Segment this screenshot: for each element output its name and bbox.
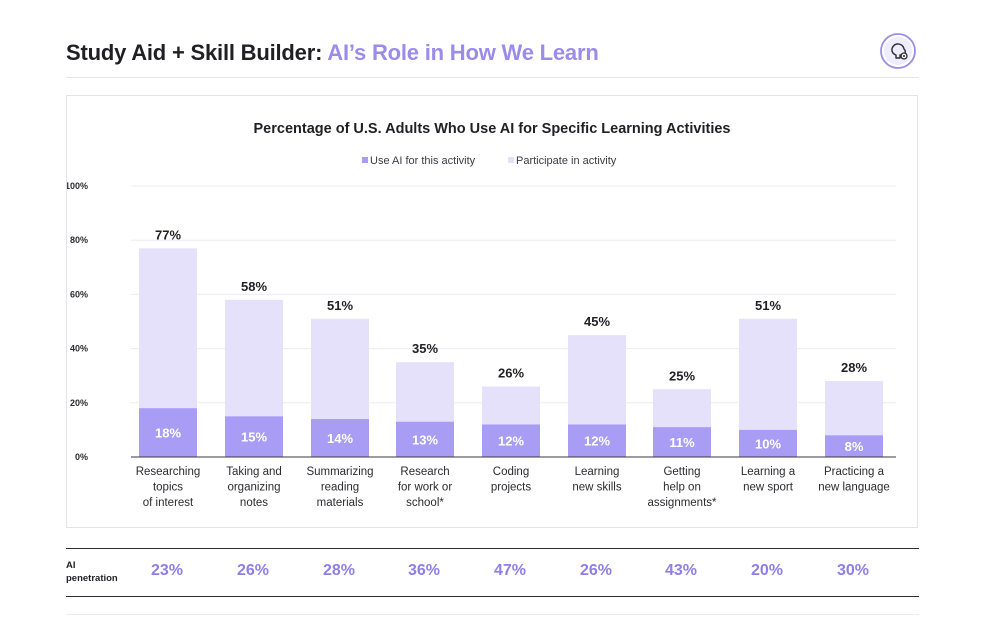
bar-use-ai bbox=[225, 416, 283, 457]
penetration-value: 23% bbox=[150, 562, 184, 579]
participate-value-label: 77% bbox=[155, 227, 181, 242]
y-tick-label: 80% bbox=[70, 235, 88, 245]
penetration-label-line1: AI bbox=[66, 560, 76, 571]
title-main: Study Aid + Skill Builder: bbox=[66, 40, 328, 65]
title-accent: AI’s Role in How We Learn bbox=[327, 40, 599, 65]
penetration-value: 28% bbox=[322, 562, 356, 579]
participate-value-label: 51% bbox=[327, 298, 353, 313]
penetration-value: 30% bbox=[836, 562, 870, 579]
x-category-label: Researching bbox=[136, 466, 201, 478]
use-ai-value-label: 12% bbox=[584, 434, 610, 449]
bar-chart: Percentage of U.S. Adults Who Use AI for… bbox=[67, 121, 896, 509]
bar-use-ai bbox=[482, 424, 540, 457]
use-ai-value-label: 18% bbox=[155, 426, 181, 441]
x-category-label: new skills bbox=[572, 482, 621, 494]
use-ai-value-label: 11% bbox=[669, 435, 695, 450]
x-category-label: new sport bbox=[743, 482, 794, 494]
bar-use-ai bbox=[396, 421, 454, 457]
use-ai-value-label: 15% bbox=[241, 430, 267, 445]
penetration-rule-top bbox=[66, 548, 919, 549]
x-category-label: Research bbox=[400, 466, 449, 478]
bar-use-ai bbox=[653, 427, 711, 457]
x-category-label: for work or bbox=[398, 482, 452, 494]
x-category-label: Coding bbox=[493, 466, 529, 478]
x-category-label: Learning a bbox=[741, 466, 796, 478]
chart-card: Percentage of U.S. Adults Who Use AI for… bbox=[66, 95, 918, 528]
bar-use-ai bbox=[311, 419, 369, 457]
x-category-label: new language bbox=[818, 482, 890, 494]
penetration-value: 26% bbox=[579, 562, 613, 579]
y-tick-label: 100% bbox=[67, 181, 88, 191]
x-category-label: topics bbox=[153, 482, 183, 494]
footer-divider bbox=[66, 614, 919, 615]
x-category-label: help on bbox=[663, 482, 701, 494]
x-category-label: assignments* bbox=[647, 497, 717, 509]
bar-use-ai bbox=[139, 408, 197, 457]
legend-label-1: Use AI for this activity bbox=[370, 155, 476, 167]
penetration-row: 23% 26% 28% 36% 47% 26% 43% 20% 30% bbox=[0, 562, 982, 586]
penetration-label-line2: penetration bbox=[66, 573, 118, 584]
x-category-label: reading bbox=[321, 482, 359, 494]
x-category-label: projects bbox=[491, 482, 532, 494]
use-ai-value-label: 8% bbox=[845, 439, 864, 454]
y-tick-label: 0% bbox=[75, 452, 88, 462]
participate-value-label: 51% bbox=[755, 298, 781, 313]
x-category-label: Taking and bbox=[226, 466, 282, 478]
bar-use-ai bbox=[739, 429, 797, 457]
penetration-value: 43% bbox=[664, 562, 698, 579]
participate-value-label: 25% bbox=[669, 368, 695, 383]
bar-use-ai bbox=[568, 424, 626, 457]
use-ai-value-label: 10% bbox=[755, 436, 781, 451]
penetration-value: 20% bbox=[750, 562, 784, 579]
legend-swatch-1 bbox=[362, 157, 368, 163]
participate-value-label: 26% bbox=[498, 366, 524, 381]
legend-label-2: Participate in activity bbox=[516, 155, 617, 167]
participate-value-label: 58% bbox=[241, 279, 267, 294]
use-ai-value-label: 12% bbox=[498, 434, 524, 449]
use-ai-value-label: 13% bbox=[412, 432, 438, 447]
x-category-label: Practicing a bbox=[824, 466, 885, 478]
title-divider bbox=[66, 77, 919, 78]
bar-use-ai bbox=[825, 435, 883, 457]
legend-swatch-2 bbox=[508, 157, 514, 163]
page-title: Study Aid + Skill Builder: AI’s Role in … bbox=[66, 40, 599, 66]
penetration-value: 47% bbox=[493, 562, 527, 579]
x-category-label: school* bbox=[406, 497, 444, 509]
x-category-label: Summarizing bbox=[306, 466, 373, 478]
y-tick-label: 20% bbox=[70, 398, 88, 408]
x-category-label: notes bbox=[240, 497, 268, 509]
use-ai-value-label: 14% bbox=[327, 431, 353, 446]
participate-value-label: 45% bbox=[584, 314, 610, 329]
penetration-value: 36% bbox=[407, 562, 441, 579]
penetration-label: AI penetration bbox=[66, 559, 136, 585]
chart-title: Percentage of U.S. Adults Who Use AI for… bbox=[254, 121, 731, 137]
x-category-label: Learning bbox=[575, 466, 620, 478]
penetration-rule-bottom bbox=[66, 596, 919, 597]
penetration-value: 26% bbox=[236, 562, 270, 579]
y-tick-label: 60% bbox=[70, 289, 88, 299]
x-category-label: materials bbox=[317, 497, 364, 509]
y-tick-label: 40% bbox=[70, 344, 88, 354]
participate-value-label: 35% bbox=[412, 341, 438, 356]
x-category-label: organizing bbox=[227, 482, 280, 494]
brain-gear-icon bbox=[880, 33, 916, 69]
participate-value-label: 28% bbox=[841, 360, 867, 375]
x-category-label: of interest bbox=[143, 497, 194, 509]
x-category-label: Getting bbox=[663, 466, 700, 478]
